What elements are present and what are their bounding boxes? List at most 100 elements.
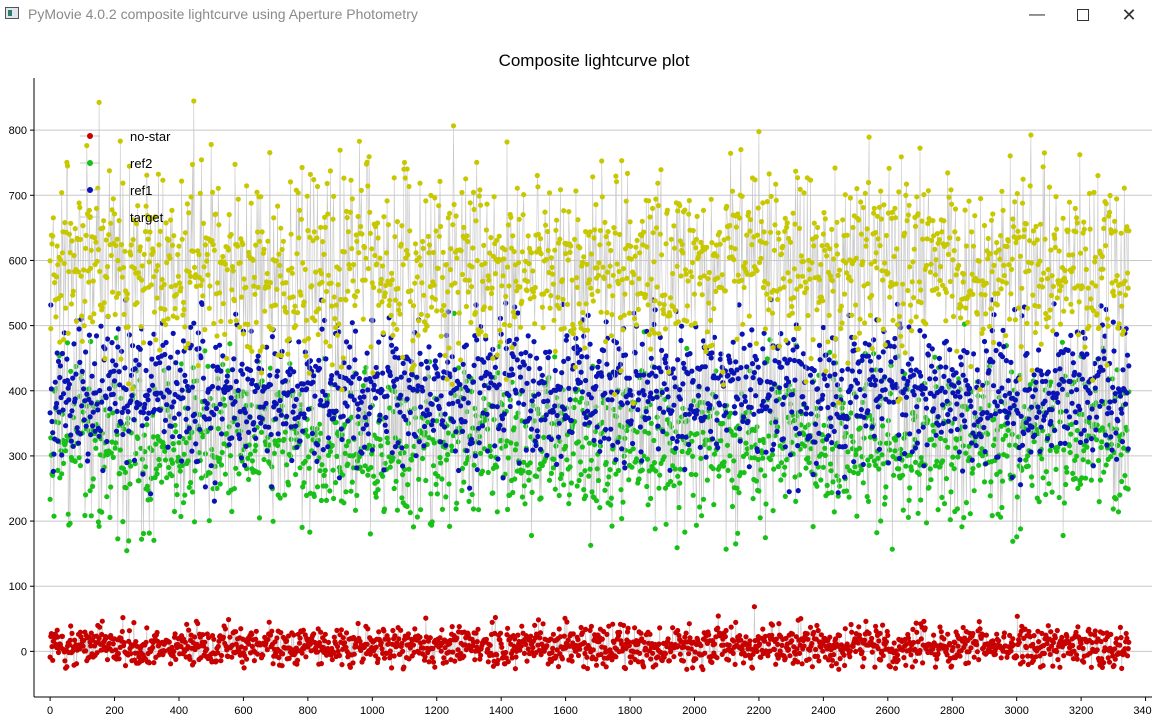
data-point-ref1 [117, 382, 123, 388]
data-point-ref1 [231, 356, 237, 362]
data-point-ref2 [945, 444, 951, 450]
data-point-no-star [389, 665, 395, 671]
data-point-ref1 [801, 401, 807, 407]
data-point-ref1 [1007, 390, 1013, 396]
data-point-ref1 [251, 420, 257, 426]
data-point-ref1 [516, 460, 522, 466]
data-point-ref2 [380, 473, 386, 479]
data-point-ref1 [602, 390, 608, 396]
data-point-ref2 [1000, 436, 1006, 442]
data-point-no-star [856, 624, 862, 630]
data-point-ref1 [92, 361, 98, 367]
data-point-no-star [599, 636, 605, 642]
data-point-ref2 [787, 419, 793, 426]
data-point-ref1 [414, 387, 420, 393]
data-point-ref2 [142, 449, 148, 455]
data-point-ref2 [219, 449, 225, 456]
data-point-ref1 [260, 404, 266, 410]
data-point-no-star [398, 627, 404, 633]
data-point-ref2 [494, 509, 500, 515]
data-point-no-star [912, 646, 918, 653]
data-point-no-star [550, 631, 557, 637]
data-point-ref1 [81, 386, 87, 392]
data-point-no-star [698, 643, 704, 649]
data-point-no-star [329, 657, 335, 663]
data-point-ref2 [1084, 444, 1090, 450]
minimize-icon[interactable]: — [1029, 6, 1045, 23]
app-icon [5, 7, 19, 19]
data-point-ref1 [477, 390, 483, 396]
close-icon[interactable]: ✕ [1121, 5, 1137, 25]
data-point-ref1 [713, 394, 719, 400]
data-point-ref1 [766, 393, 772, 399]
data-point-ref2 [515, 410, 521, 416]
maximize-icon[interactable] [1060, 0, 1106, 30]
data-point-ref2 [110, 410, 116, 416]
data-point-ref2 [883, 484, 889, 490]
data-point-ref1 [903, 412, 909, 418]
data-point-no-star [422, 654, 428, 660]
data-point-no-star [131, 620, 137, 626]
data-point-ref1 [277, 397, 283, 404]
data-point-no-star [983, 632, 990, 638]
data-point-no-star [1125, 646, 1131, 652]
data-point-ref1 [418, 361, 424, 367]
data-point-no-star [99, 618, 105, 624]
data-point-ref2 [1077, 481, 1084, 487]
data-point-ref1 [351, 435, 357, 441]
data-point-ref1 [641, 372, 647, 378]
data-point-ref1 [1067, 378, 1073, 384]
data-point-ref2 [935, 507, 941, 513]
data-point-ref2 [293, 471, 299, 478]
data-point-no-star [1124, 635, 1130, 641]
data-point-ref1 [936, 422, 942, 428]
data-point-ref1 [968, 403, 974, 409]
data-point-ref1 [268, 431, 274, 438]
data-point-ref2 [548, 470, 555, 476]
data-point-ref1 [709, 436, 716, 442]
data-point-ref2 [762, 473, 768, 479]
data-point-ref2 [478, 450, 484, 456]
data-point-no-star [1010, 642, 1017, 648]
data-point-ref1 [1079, 376, 1085, 382]
data-point-ref2 [829, 446, 836, 452]
data-point-ref1 [165, 444, 171, 450]
data-point-ref2 [218, 409, 224, 415]
data-point-no-star [150, 644, 156, 651]
data-point-no-star [483, 636, 489, 643]
data-point-ref2 [58, 448, 64, 454]
data-point-no-star [421, 639, 427, 645]
data-point-no-star [1064, 634, 1070, 640]
data-point-no-star [355, 620, 361, 627]
data-point-ref2 [639, 368, 645, 374]
data-point-ref1 [54, 400, 60, 407]
data-point-no-star [829, 657, 836, 663]
data-point-ref2 [1067, 449, 1073, 456]
data-point-ref1 [569, 429, 575, 435]
data-point-ref1 [825, 433, 832, 439]
data-point-ref2 [391, 485, 397, 492]
data-point-ref1 [772, 358, 778, 364]
data-point-no-star [922, 625, 928, 631]
data-point-ref1 [999, 385, 1005, 391]
data-point-ref2 [50, 472, 56, 478]
data-point-no-star [656, 641, 662, 647]
data-point-no-star [1020, 659, 1026, 665]
data-point-ref1 [906, 324, 912, 330]
data-point-ref1 [1028, 404, 1035, 410]
data-point-ref2 [396, 459, 402, 465]
data-point-no-star [836, 632, 843, 639]
data-point-no-star [396, 636, 402, 642]
data-point-ref2 [154, 471, 160, 477]
data-point-ref2 [1025, 453, 1031, 459]
data-point-ref1 [644, 379, 651, 385]
data-point-ref2 [748, 444, 754, 450]
data-point-ref1 [51, 451, 57, 457]
data-point-no-star [720, 642, 727, 648]
data-point-ref1 [998, 398, 1004, 405]
data-point-ref1 [235, 422, 241, 428]
data-point-ref2 [439, 506, 446, 512]
data-point-ref1 [263, 400, 269, 406]
data-point-ref1 [151, 407, 158, 413]
data-point-ref2 [334, 453, 340, 459]
